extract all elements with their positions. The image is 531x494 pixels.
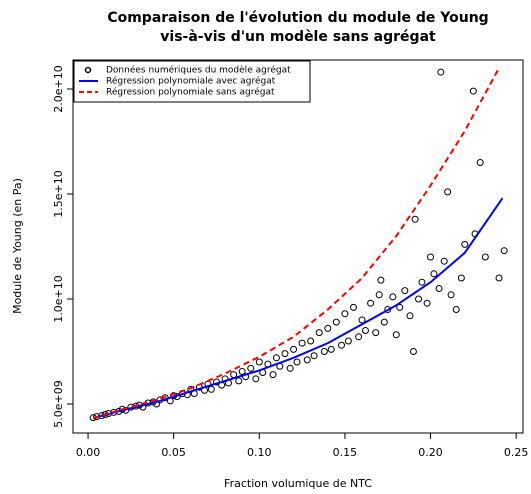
- legend-label: Régression polynomiale sans agrégat: [106, 87, 275, 98]
- data-point: [290, 345, 298, 353]
- legend-label: Régression polynomiale avec agrégat: [106, 76, 276, 87]
- x-tick-label: 0.20: [418, 446, 443, 459]
- y-tick-label: 1.5e+10: [52, 170, 65, 217]
- y-axis-label: Module de Young (en Pa): [11, 178, 24, 314]
- plot-area: [89, 67, 508, 422]
- data-point: [452, 306, 460, 314]
- data-point: [380, 318, 388, 326]
- x-tick-label: 0.15: [333, 446, 358, 459]
- x-tick-label: 0.10: [247, 446, 272, 459]
- data-point: [315, 329, 323, 337]
- regression-line: [92, 197, 504, 420]
- data-point: [341, 310, 349, 318]
- data-point: [293, 358, 301, 366]
- data-point: [286, 364, 294, 372]
- legend-label: Données numériques du modèle agrégat: [106, 65, 291, 76]
- data-point: [423, 299, 431, 307]
- data-point: [430, 270, 438, 278]
- data-point: [255, 358, 263, 366]
- data-point: [457, 274, 465, 282]
- data-point: [440, 257, 448, 265]
- legend-marker: [84, 66, 92, 74]
- regression-line: [92, 67, 500, 420]
- data-point: [355, 333, 363, 341]
- data-point: [444, 188, 452, 196]
- data-point: [361, 327, 369, 335]
- x-tick-label: 0.05: [161, 446, 186, 459]
- data-point: [392, 331, 400, 339]
- data-point: [461, 240, 469, 248]
- data-point: [418, 278, 426, 286]
- data-point: [281, 350, 289, 358]
- x-axis-label: Fraction volumique de NTC: [224, 477, 372, 490]
- x-tick-label: 0.00: [76, 446, 101, 459]
- data-point: [327, 345, 335, 353]
- plot-frame: [72, 59, 524, 434]
- data-point: [372, 329, 380, 337]
- data-point: [411, 215, 419, 223]
- data-point: [320, 348, 328, 356]
- y-tick-label: 2.0e+10: [52, 65, 65, 112]
- data-point: [235, 377, 243, 385]
- data-point: [298, 339, 306, 347]
- data-point: [310, 352, 318, 360]
- data-point: [415, 295, 423, 303]
- y-tick-label: 1.0e+10: [52, 275, 65, 322]
- data-point: [252, 375, 260, 383]
- data-point: [349, 303, 357, 311]
- data-point: [272, 354, 280, 362]
- data-point: [207, 385, 215, 393]
- data-point: [500, 247, 508, 255]
- data-point: [337, 341, 345, 349]
- data-point: [481, 253, 489, 261]
- chart-title: vis-à-vis d'un modèle sans agrégat: [160, 29, 436, 45]
- data-point: [375, 291, 383, 299]
- data-point: [406, 312, 414, 320]
- data-point: [238, 367, 246, 375]
- data-point: [476, 158, 484, 166]
- data-point: [396, 303, 404, 311]
- data-point: [437, 68, 445, 76]
- data-point: [409, 348, 417, 356]
- data-point: [447, 291, 455, 299]
- data-point: [469, 87, 477, 95]
- data-point: [344, 337, 352, 345]
- data-point: [367, 299, 375, 307]
- chart-title: Comparaison de l'évolution du module de …: [107, 10, 488, 26]
- data-point: [389, 293, 397, 301]
- data-point: [401, 287, 409, 295]
- data-point: [332, 318, 340, 326]
- data-point: [427, 253, 435, 261]
- data-point: [307, 337, 315, 345]
- data-point: [324, 324, 332, 332]
- x-tick-label: 0.25: [504, 446, 529, 459]
- data-point: [358, 316, 366, 324]
- data-point: [495, 274, 503, 282]
- legend-box: [73, 60, 311, 103]
- y-tick-label: 5.0e+09: [52, 380, 65, 427]
- data-point: [303, 356, 311, 364]
- data-point: [269, 371, 277, 379]
- data-point: [247, 364, 255, 372]
- data-point: [435, 285, 443, 293]
- data-point: [377, 276, 385, 284]
